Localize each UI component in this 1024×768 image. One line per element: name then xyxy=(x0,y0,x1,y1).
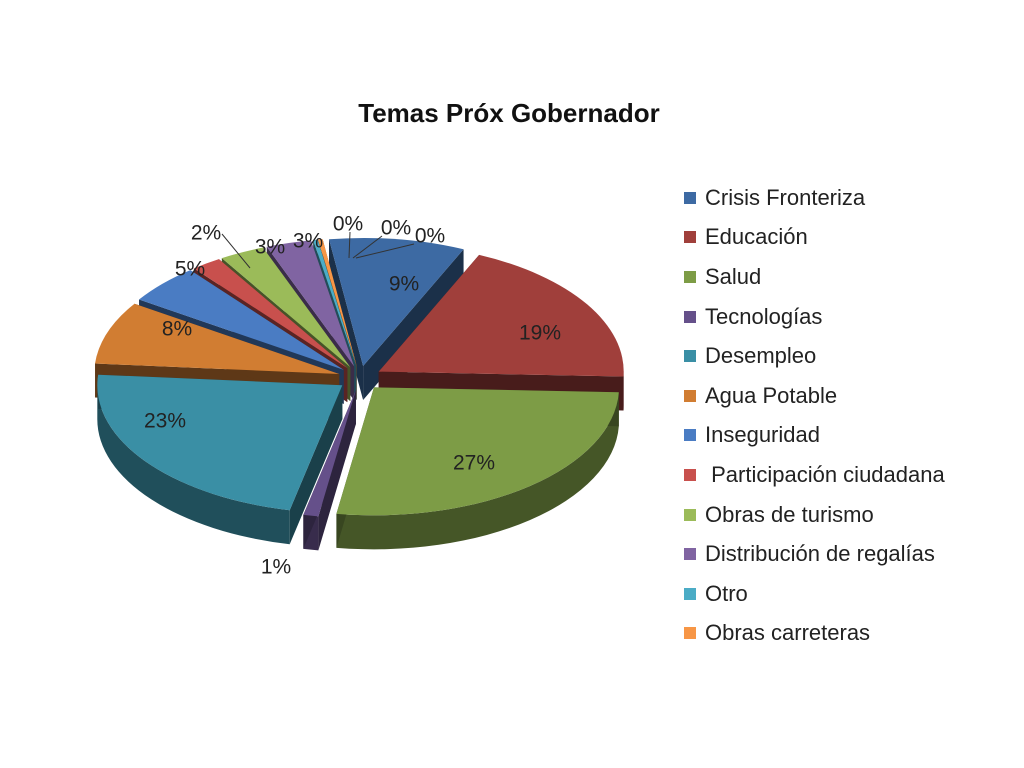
pie-slice-6 xyxy=(139,270,344,370)
leader-line-11 xyxy=(352,235,383,259)
pie-slice-7 xyxy=(193,259,348,369)
pie-slice-8 xyxy=(221,247,351,368)
legend-swatch xyxy=(684,548,696,561)
pie-slice-0 xyxy=(329,238,464,367)
legend-swatch xyxy=(684,310,696,323)
legend-label: Participación ciudadana xyxy=(705,461,945,487)
slice-side-2 xyxy=(336,392,619,550)
legend-swatch xyxy=(684,231,696,244)
legend-item: Educación xyxy=(684,218,945,258)
legend-swatch xyxy=(684,389,696,402)
slice-label-8: 3% xyxy=(255,236,285,259)
legend-item: Otro xyxy=(684,574,945,614)
slice-side-4 xyxy=(97,385,290,545)
slice-label-3: 1% xyxy=(261,556,291,579)
pie-slice-11 xyxy=(318,239,357,367)
legend-label: Educación xyxy=(705,224,808,250)
legend-swatch xyxy=(684,350,696,363)
legend-item: Obras carreteras xyxy=(684,614,945,654)
slice-label-6: 5% xyxy=(175,258,205,281)
slice-label-5: 8% xyxy=(162,318,192,341)
legend-label: Otro xyxy=(705,580,748,606)
extra-slice-label-0: 0% xyxy=(415,225,445,248)
legend-swatch xyxy=(684,468,696,481)
legend-label: Tecnologías xyxy=(705,303,823,329)
chart-legend: Crisis Fronteriza Educación Salud Tecnologí… xyxy=(684,178,945,653)
slice-label-2: 27% xyxy=(453,452,495,475)
pie-slice-3 xyxy=(303,389,356,517)
slice-label-11: 0% xyxy=(381,217,411,240)
legend-swatch xyxy=(684,508,696,521)
slice-label-9: 3% xyxy=(293,230,323,253)
slice-label-10: 0% xyxy=(333,213,363,236)
legend-item: Distribución de regalías xyxy=(684,534,945,574)
extra-leader-line-0 xyxy=(355,243,415,259)
legend-label: Crisis Fronteriza xyxy=(705,184,866,210)
legend-label: Obras de turismo xyxy=(705,501,874,527)
legend-item: Agua Potable xyxy=(684,376,945,416)
pie-slice-1 xyxy=(378,254,624,377)
legend-item: Inseguridad xyxy=(684,416,945,456)
chart-title: Temas Próx Gobernador xyxy=(358,98,660,128)
pie-slice-5 xyxy=(95,303,340,375)
legend-item: Desempleo xyxy=(684,336,945,376)
legend-label: Desempleo xyxy=(705,343,817,369)
pie-slice-10 xyxy=(313,239,357,367)
slice-label-0: 9% xyxy=(389,273,419,296)
slice-label-4: 23% xyxy=(144,410,186,433)
legend-label: Salud xyxy=(705,263,762,289)
leader-line-10 xyxy=(348,231,351,259)
leader-line-7 xyxy=(221,233,251,269)
slice-wall-4-0 xyxy=(289,385,343,545)
pie-slice-9 xyxy=(266,240,355,367)
legend-item: Crisis Fronteriza xyxy=(684,178,945,218)
slice-label-1: 19% xyxy=(519,322,561,345)
legend-label: Inseguridad xyxy=(705,422,820,448)
legend-swatch xyxy=(684,627,696,640)
slice-label-7: 2% xyxy=(191,222,221,245)
legend-swatch xyxy=(684,429,696,442)
legend-label: Distribución de regalías xyxy=(705,541,935,567)
pie-slice-2 xyxy=(336,387,619,516)
legend-item: Salud xyxy=(684,257,945,297)
pie-slice-4 xyxy=(97,374,343,511)
legend-label: Obras carreteras xyxy=(705,620,871,646)
legend-swatch xyxy=(684,587,696,600)
legend-label: Agua Potable xyxy=(705,382,838,408)
legend-item: Obras de turismo xyxy=(684,495,945,535)
legend-swatch xyxy=(684,191,696,204)
legend-item: Participación ciudadana xyxy=(684,455,945,495)
legend-swatch xyxy=(684,270,696,283)
legend-item: Tecnologías xyxy=(684,297,945,337)
